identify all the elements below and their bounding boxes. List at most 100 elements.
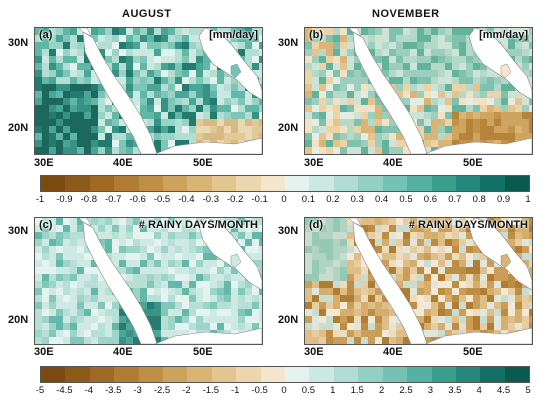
map-cell: [438, 302, 445, 309]
map-cell: [319, 232, 326, 239]
map-cell: [217, 119, 224, 126]
map-cell: [480, 267, 487, 274]
map-cell: [252, 295, 259, 302]
map-cell: [445, 105, 452, 112]
map-cell: [466, 112, 473, 119]
map-cell: [522, 239, 529, 246]
map-cell: [112, 28, 119, 35]
map-cell: [424, 316, 431, 323]
map-cell: [347, 77, 354, 84]
map-cell: [347, 246, 354, 253]
map-cell: [459, 288, 466, 295]
map-cell: [175, 98, 182, 105]
map-cell: [382, 35, 389, 42]
map-cell: [438, 84, 445, 91]
map-cell: [417, 302, 424, 309]
map-cell: [494, 105, 501, 112]
map-cell: [56, 91, 63, 98]
map-cell: [480, 84, 487, 91]
map-cell: [70, 147, 77, 154]
map-cell: [105, 316, 112, 323]
map-cell: [98, 330, 105, 337]
map-cell: [224, 274, 231, 281]
map-cell: [210, 70, 217, 77]
map-cell: [445, 126, 452, 133]
colorbar-swatch: [65, 176, 90, 191]
map-cell: [84, 267, 91, 274]
map-cell: [515, 225, 522, 232]
map-cell: [91, 225, 98, 232]
map-cell: [147, 91, 154, 98]
map-cell: [508, 295, 515, 302]
map-cell: [140, 281, 147, 288]
map-cell: [515, 246, 522, 253]
map-cell: [403, 70, 410, 77]
map-cell: [259, 246, 262, 253]
map-cell: [49, 267, 56, 274]
map-cell: [175, 239, 182, 246]
map-cell: [452, 253, 459, 260]
colorbar-swatch: [309, 176, 334, 191]
map-cell: [529, 288, 532, 295]
map-cell: [431, 98, 438, 105]
map-cell: [333, 239, 340, 246]
map-cell: [466, 323, 473, 330]
colorbar-mm-day: [40, 175, 530, 192]
map-cell: [105, 49, 112, 56]
map-cell: [252, 42, 259, 49]
map-cell: [49, 63, 56, 70]
map-cell: [147, 119, 154, 126]
map-cell: [522, 56, 529, 63]
colorbar-swatch: [41, 176, 66, 191]
map-cell: [312, 218, 319, 225]
map-cell: [431, 316, 438, 323]
colorbar-tick-label: -0.8: [80, 194, 97, 205]
map-cell: [140, 112, 147, 119]
map-cell: [154, 105, 161, 112]
map-cell: [515, 119, 522, 126]
map-cell: [119, 77, 126, 84]
map-cell: [63, 337, 70, 344]
map-cell: [326, 309, 333, 316]
map-cell: [515, 28, 522, 35]
map-cell: [63, 70, 70, 77]
map-cell: [161, 91, 168, 98]
map-cell: [35, 239, 42, 246]
map-cell: [529, 225, 532, 232]
map-cell: [147, 267, 154, 274]
map-cell: [91, 140, 98, 147]
map-cell: [361, 281, 368, 288]
qatar-peninsula: [230, 63, 242, 79]
map-cell: [473, 260, 480, 267]
map-cell: [98, 42, 105, 49]
map-cell: [438, 126, 445, 133]
lat-30n-a: 30N: [8, 37, 29, 49]
map-cell: [452, 218, 459, 225]
map-cell: [396, 70, 403, 77]
map-cell: [326, 49, 333, 56]
map-cell: [133, 253, 140, 260]
map-cell: [389, 225, 396, 232]
map-cell: [238, 288, 245, 295]
map-cell: [196, 84, 203, 91]
map-cell: [238, 323, 245, 330]
gulf-of-suez: [78, 218, 92, 227]
map-cell: [340, 260, 347, 267]
map-cell: [466, 302, 473, 309]
map-cell: [431, 126, 438, 133]
map-cell: [91, 105, 98, 112]
map-cell: [259, 309, 262, 316]
map-cell: [347, 105, 354, 112]
map-cell: [459, 218, 466, 225]
map-cell: [445, 288, 452, 295]
map-cell: [252, 288, 259, 295]
map-cell: [133, 56, 140, 63]
map-cell: [473, 91, 480, 98]
map-cell: [522, 42, 529, 49]
map-cell: [396, 232, 403, 239]
map-cell: [49, 316, 56, 323]
map-cell: [168, 246, 175, 253]
map-cell: [119, 35, 126, 42]
map-cell: [382, 239, 389, 246]
map-cell: [326, 316, 333, 323]
